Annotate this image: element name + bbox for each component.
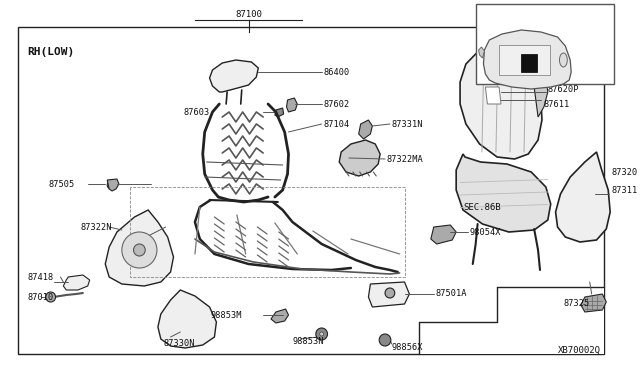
Text: 87331N: 87331N <box>392 119 423 128</box>
Circle shape <box>46 292 56 302</box>
Polygon shape <box>479 47 484 58</box>
Text: 87505: 87505 <box>49 180 75 189</box>
Text: 87320: 87320 <box>611 167 637 176</box>
Circle shape <box>108 181 115 189</box>
Text: 87611: 87611 <box>544 99 570 109</box>
Polygon shape <box>108 179 119 191</box>
Circle shape <box>385 288 395 298</box>
Polygon shape <box>581 294 606 312</box>
Polygon shape <box>534 72 548 117</box>
Ellipse shape <box>559 53 567 67</box>
Text: 86400: 86400 <box>324 67 350 77</box>
Bar <box>476 4 614 84</box>
Polygon shape <box>339 140 380 176</box>
Text: SEC.86B: SEC.86B <box>463 202 500 212</box>
Text: 98853N: 98853N <box>292 337 324 346</box>
Text: 87603: 87603 <box>183 108 209 116</box>
Polygon shape <box>158 290 216 348</box>
Text: 87100: 87100 <box>235 10 262 19</box>
Polygon shape <box>287 98 298 112</box>
Polygon shape <box>105 210 173 286</box>
Polygon shape <box>419 287 604 354</box>
Text: 87311: 87311 <box>611 186 637 195</box>
Text: XB70002Q: XB70002Q <box>559 346 602 355</box>
Text: 98856X: 98856X <box>392 343 423 352</box>
Polygon shape <box>460 48 542 159</box>
Bar <box>522 54 537 72</box>
Circle shape <box>122 232 157 268</box>
Text: 87325: 87325 <box>563 299 589 308</box>
Text: 87322MA: 87322MA <box>387 154 424 164</box>
Text: 87418: 87418 <box>28 273 54 282</box>
Text: 98853M: 98853M <box>210 311 242 320</box>
Circle shape <box>379 334 391 346</box>
Bar <box>17 27 604 354</box>
Polygon shape <box>369 282 410 307</box>
Text: 87010: 87010 <box>28 292 54 301</box>
Text: 87322N: 87322N <box>81 222 112 231</box>
Polygon shape <box>431 225 456 244</box>
Text: 87501A: 87501A <box>436 289 467 298</box>
Circle shape <box>320 332 324 336</box>
Polygon shape <box>556 152 610 242</box>
Polygon shape <box>358 120 372 139</box>
Text: 87104: 87104 <box>324 119 350 128</box>
Polygon shape <box>209 60 259 92</box>
Bar <box>499 45 550 75</box>
Polygon shape <box>271 309 289 323</box>
Polygon shape <box>456 154 551 232</box>
Text: 87602: 87602 <box>324 99 350 109</box>
Polygon shape <box>63 275 90 290</box>
Text: 87620P: 87620P <box>548 84 579 93</box>
Text: 98054X: 98054X <box>470 228 501 237</box>
Circle shape <box>134 244 145 256</box>
Circle shape <box>316 328 328 340</box>
Text: RH(LOW): RH(LOW) <box>28 47 74 57</box>
Polygon shape <box>485 87 501 104</box>
Polygon shape <box>275 108 284 117</box>
Text: 87330N: 87330N <box>164 340 195 349</box>
Polygon shape <box>483 30 571 89</box>
